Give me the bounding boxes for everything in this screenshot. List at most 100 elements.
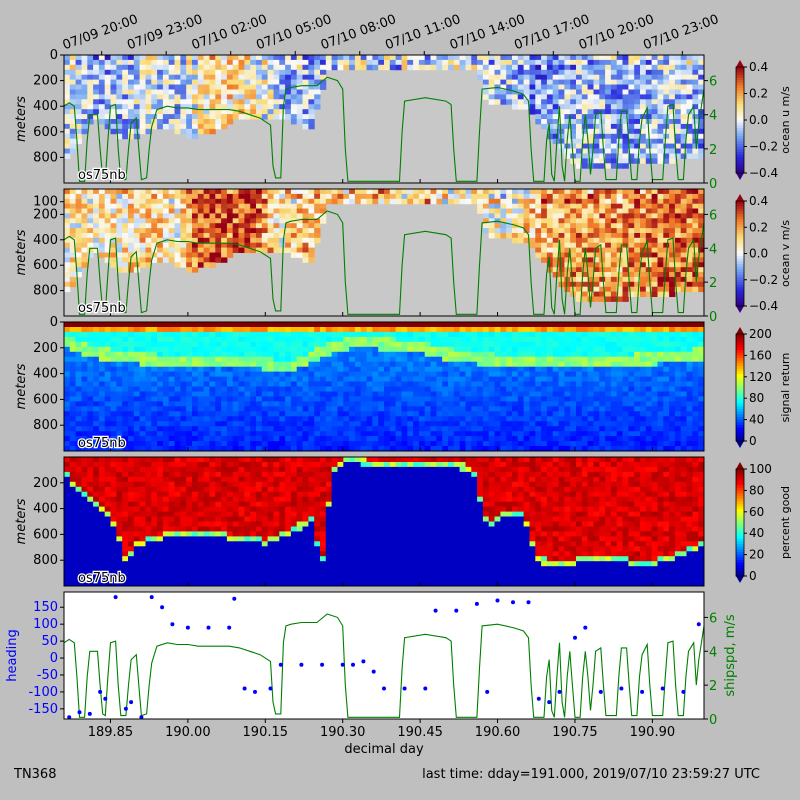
heatmap-cell [535, 218, 542, 224]
heatmap-cell [69, 59, 77, 66]
heatmap-cell [471, 436, 478, 442]
heatmap-cell [75, 114, 82, 120]
heatmap-cell [133, 426, 141, 432]
heatmap-cell [477, 376, 484, 383]
heatmap-cell [139, 371, 146, 378]
heatmap-cell [500, 198, 507, 205]
heatmap-cell [401, 446, 408, 452]
heatmap-cell [616, 153, 623, 159]
heatmap-cell [546, 64, 554, 71]
heatmap-cell [226, 406, 234, 412]
heatmap-cell [110, 109, 117, 115]
heatmap-cell [616, 223, 623, 229]
heatmap-cell [378, 64, 385, 71]
heatmap-cell [133, 218, 141, 224]
heatmap-cell [616, 242, 623, 249]
heatmap-cell [581, 198, 589, 205]
heatmap-cell [366, 371, 373, 378]
heatmap-cell [593, 99, 600, 105]
heatmap-cell [267, 381, 274, 387]
heatmap-cell [226, 218, 234, 224]
heatmap-cell [663, 267, 670, 273]
heatmap-cell [599, 228, 606, 234]
heatmap-cell [541, 213, 548, 219]
heatmap-cell [599, 158, 606, 164]
heatmap-cell [651, 257, 658, 263]
heatmap-cell [139, 247, 146, 253]
heatmap-cell [162, 223, 170, 229]
heatmap-cell [651, 203, 658, 210]
heatmap-cell [354, 371, 362, 378]
heatmap-cell [663, 198, 670, 205]
heatmap-cell [285, 74, 292, 81]
heatmap-cell [139, 411, 146, 417]
heatmap-cell [401, 416, 408, 422]
heatmap-cell [209, 406, 216, 412]
heatmap-cell [453, 59, 461, 66]
colorbar-segment [736, 214, 744, 218]
heatmap-cell [203, 247, 210, 253]
heatmap-cell [69, 361, 77, 368]
heatmap-cell [128, 94, 135, 100]
heatmap-cell [622, 109, 629, 115]
heatmap-cell [267, 356, 274, 363]
heatmap-cell [465, 59, 472, 66]
heatmap-cell [128, 218, 135, 224]
heatmap-cell [471, 64, 478, 71]
heatmap-cell [98, 109, 106, 115]
heatmap-cell [93, 346, 100, 353]
heatmap-cell [512, 189, 519, 195]
heatmap-cell [576, 189, 583, 195]
heatmap-cell [203, 89, 210, 95]
heatmap-cell [122, 257, 129, 263]
heatmap-cell [645, 257, 653, 263]
heatmap-cell [622, 128, 629, 135]
heatmap-cell [69, 331, 77, 338]
heatmap-cell [93, 421, 100, 427]
heatmap-cell [325, 346, 333, 353]
heatmap-cell [290, 361, 298, 368]
heatmap-cell [320, 346, 327, 353]
heatmap-cell [657, 213, 664, 219]
heatmap-cell [162, 411, 170, 417]
heatmap-cell [285, 233, 292, 239]
heatmap-cell [651, 104, 658, 110]
heatmap-cell [87, 426, 94, 432]
heatmap-cell [366, 401, 373, 407]
heatmap-cell [145, 421, 152, 427]
heatmap-cell [349, 381, 356, 387]
heatmap-cell [139, 242, 146, 249]
heatmap-cell [203, 109, 210, 115]
heatmap-cell [238, 84, 245, 90]
heatmap-cell [203, 69, 210, 76]
heatmap-cell [471, 59, 478, 66]
heatmap-cell [459, 426, 466, 432]
heatmap-cell [424, 351, 431, 358]
heatmap-cell [110, 94, 117, 100]
heatmap-cell [541, 198, 548, 205]
heatmap-cell [104, 361, 111, 368]
heatmap-cell [110, 366, 117, 373]
heatmap-cell [634, 218, 641, 224]
heatmap-cell [232, 208, 239, 214]
heatmap-cell [261, 381, 269, 387]
heatmap-cell [209, 213, 216, 219]
heatmap-cell [314, 331, 321, 338]
heatmap-cell [192, 123, 199, 130]
heatmap-cell [343, 376, 350, 383]
heatmap-cell [645, 143, 653, 149]
heatmap-cell [238, 322, 245, 328]
heatmap-cell [529, 69, 536, 76]
heatmap-cell [81, 189, 88, 195]
heatmap-cell [81, 327, 88, 333]
heatmap-cell [69, 262, 77, 268]
heatmap-cell [168, 431, 175, 437]
heatmap-cell [157, 208, 164, 214]
heatmap-cell [343, 421, 350, 427]
heatmap-cell [366, 361, 373, 368]
heatmap-cell [93, 401, 100, 407]
heatmap-cell [471, 426, 478, 432]
heatmap-cell [192, 436, 199, 442]
heatmap-cell [203, 336, 210, 343]
heatmap-cell [81, 59, 88, 66]
